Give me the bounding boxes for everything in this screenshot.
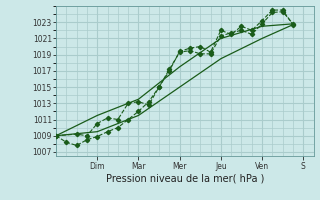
X-axis label: Pression niveau de la mer( hPa ): Pression niveau de la mer( hPa ) (106, 173, 264, 183)
